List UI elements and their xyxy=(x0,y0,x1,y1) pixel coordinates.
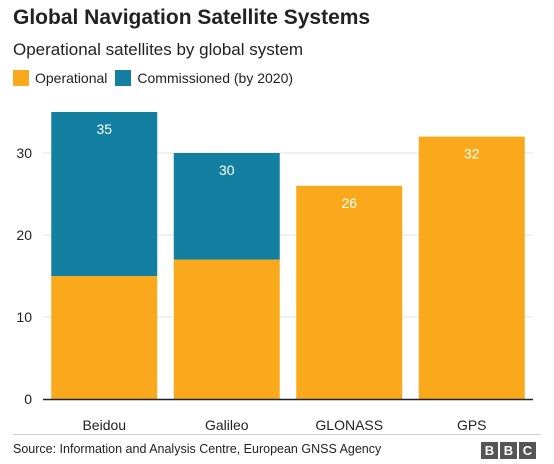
chart-title: Global Navigation Satellite Systems xyxy=(13,6,371,29)
legend-item-commissioned: Commissioned (by 2020) xyxy=(115,70,293,86)
data-label: 35 xyxy=(96,121,112,137)
bar-segment xyxy=(51,112,158,276)
bar-segment xyxy=(173,259,280,399)
y-tick-label: 20 xyxy=(16,227,32,243)
x-tick-label: GLONASS xyxy=(315,417,383,433)
legend-swatch-commissioned xyxy=(115,70,132,86)
footer-divider xyxy=(13,434,541,435)
bbc-logo: B B C xyxy=(481,442,536,459)
legend-swatch-operational xyxy=(13,70,29,86)
data-label: 30 xyxy=(219,162,235,178)
source-note: Source: Information and Analysis Centre,… xyxy=(13,442,382,456)
bar-segment xyxy=(173,153,280,260)
y-tick-label: 0 xyxy=(24,391,32,407)
data-label: 26 xyxy=(341,195,357,211)
x-tick-label: GPS xyxy=(457,417,487,433)
bbc-logo-letter: B xyxy=(500,442,517,459)
x-tick-label: Galileo xyxy=(205,417,249,433)
legend-item-operational: Operational xyxy=(13,70,107,86)
legend: Operational Commissioned (by 2020) xyxy=(13,68,301,88)
bbc-logo-letter: C xyxy=(519,442,536,459)
chart-subtitle: Operational satellites by global system xyxy=(13,40,304,59)
bar-segment xyxy=(418,136,525,399)
bar-segment xyxy=(296,185,403,399)
legend-label-operational: Operational xyxy=(35,70,108,86)
y-tick-label: 30 xyxy=(16,145,32,161)
bar-chart: 0 10 20 30 35 Beidou 30 Galileo 26 GLONASS 32 GPS xyxy=(16,112,533,433)
bar-segment xyxy=(51,276,158,399)
x-tick-label: Beidou xyxy=(82,417,126,433)
data-label: 32 xyxy=(464,146,480,162)
bbc-logo-letter: B xyxy=(481,442,498,459)
legend-label-commissioned: Commissioned (by 2020) xyxy=(137,70,294,86)
y-tick-label: 10 xyxy=(16,309,32,325)
